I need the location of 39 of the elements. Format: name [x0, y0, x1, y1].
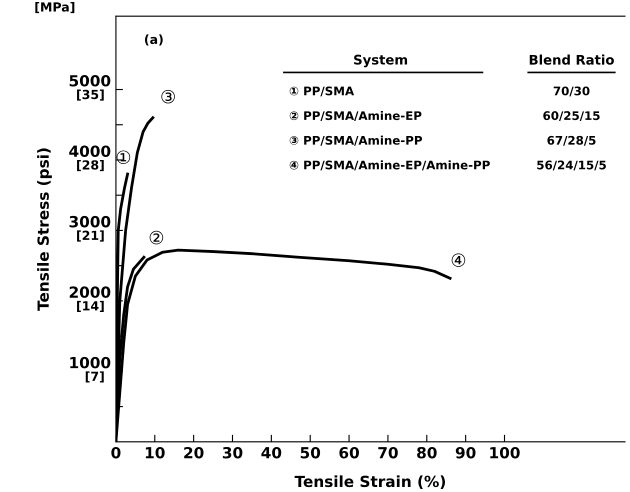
x-axis-title: Tensile Strain (%) [294, 475, 445, 489]
y-tick-label: 3000 [70, 216, 110, 228]
annotation: ④ PP/SMA/Amine-EP/Amine-PP [290, 160, 490, 170]
annotation: 67/28/5 [547, 136, 596, 146]
x-tick-label: 10 [146, 446, 165, 459]
x-tick-label: 30 [222, 446, 242, 459]
x-tick-label: 0 [111, 446, 121, 459]
series-label: ① [116, 150, 130, 164]
annotation: (a) [144, 34, 163, 46]
x-tick-label: 80 [417, 446, 437, 459]
x-tick-label: 60 [339, 446, 359, 459]
text: [MPa] [35, 2, 74, 14]
annotation: ② PP/SMA/Amine-EP [290, 110, 422, 122]
y-tick-label: 1000 [70, 356, 110, 368]
annotation: ③ PP/SMA/Amine-PP [290, 136, 422, 146]
series-label: ② [150, 230, 164, 244]
y2-tick-label: [14] [77, 300, 104, 312]
annotation: Blend Ratio [530, 54, 614, 65]
y2-tick-label: [28] [77, 160, 104, 172]
x-tick-label: 90 [456, 446, 476, 459]
annotation: 60/25/15 [543, 111, 600, 122]
annotation: 56/24/15/5 [537, 160, 606, 170]
y-tick-label: 4000 [69, 145, 110, 158]
annotation: System [354, 54, 408, 68]
x-tick-label: 100 [490, 446, 520, 459]
series-label: ④ [452, 253, 466, 267]
y-axis-title: Tensile Stress (psi) [37, 148, 52, 311]
annotation: 70/30 [554, 86, 590, 96]
y-tick-label: 5000 [70, 75, 110, 87]
x-tick-label: 20 [184, 446, 204, 459]
annotation: ① PP/SMA [290, 86, 354, 96]
x-tick-label: 70 [378, 446, 398, 459]
x-tick-label: 50 [300, 446, 320, 459]
y-tick-label: 2000 [70, 286, 110, 298]
y2-tick-label: [21] [77, 230, 104, 242]
y2-tick-label: [35] [77, 90, 104, 101]
x-tick-label: 40 [261, 446, 282, 459]
y2-tick-label: [7] [86, 371, 104, 382]
series-label: ③ [161, 90, 175, 104]
